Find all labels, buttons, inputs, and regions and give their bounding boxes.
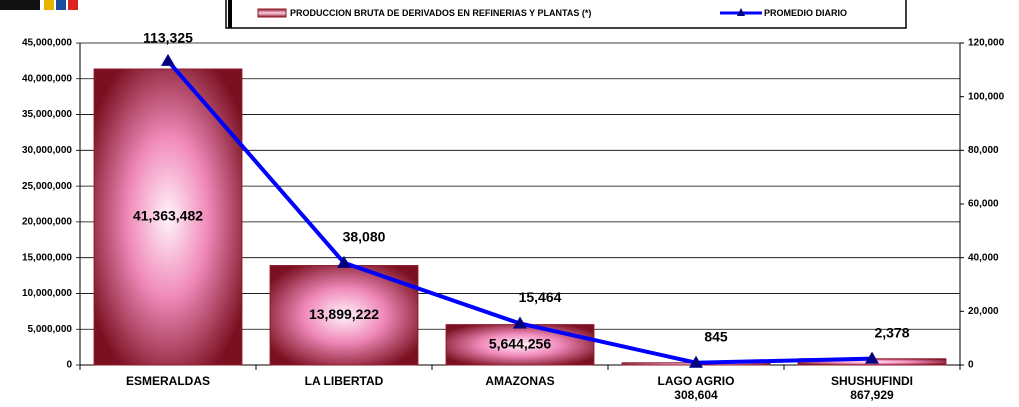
x-tick-label: AMAZONAS — [485, 374, 554, 388]
legend-label: PRODUCCION BRUTA DE DERIVADOS EN REFINER… — [290, 8, 591, 18]
legend-marker — [737, 8, 745, 16]
y-tick-label: 30,000,000 — [22, 145, 72, 156]
line-marker — [161, 53, 175, 66]
bar — [269, 265, 419, 366]
line-marker — [865, 351, 879, 364]
y2-tick-label: 20,000 — [968, 306, 999, 317]
y-tick-label: 45,000,000 — [22, 38, 72, 49]
y2-tick-label: 40,000 — [968, 252, 999, 263]
y-tick-label: 5,000,000 — [28, 324, 73, 335]
bar-value-label: 308,604 — [674, 388, 718, 402]
y-tick-label: 20,000,000 — [22, 217, 72, 228]
y2-tick-label: 60,000 — [968, 199, 999, 210]
line-value-label: 2,378 — [874, 324, 909, 340]
y-tick-label: 25,000,000 — [22, 181, 72, 192]
line-value-label: 15,464 — [519, 289, 562, 305]
legend-box — [225, 0, 907, 29]
y-tick-label: 35,000,000 — [22, 109, 72, 120]
y2-tick-label: 120,000 — [968, 38, 1005, 49]
y-tick-label: 15,000,000 — [22, 252, 72, 263]
y-tick-label: 0 — [66, 360, 72, 371]
x-tick-label: LAGO AGRIO — [658, 374, 735, 388]
line-marker — [337, 255, 351, 268]
bar-value-label: 867,929 — [850, 388, 894, 402]
y-tick-label: 10,000,000 — [22, 288, 72, 299]
line-marker — [689, 355, 703, 368]
line-value-label: 113,325 — [143, 30, 193, 46]
logo — [0, 0, 78, 10]
y2-tick-label: 100,000 — [968, 91, 1005, 102]
y2-tick-label: 80,000 — [968, 145, 999, 156]
bar-value-label: 13,899,222 — [309, 306, 379, 322]
x-tick-label: ESMERALDAS — [126, 374, 210, 388]
x-tick-label: SHUSHUFINDI — [831, 374, 913, 388]
line-marker — [513, 316, 527, 329]
legend-swatch — [257, 8, 287, 18]
line-value-label: 38,080 — [343, 229, 386, 245]
bar-value-label: 41,363,482 — [133, 208, 203, 224]
y2-tick-label: 0 — [968, 360, 974, 371]
legend-label: PROMEDIO DIARIO — [764, 8, 847, 18]
line-value-label: 845 — [704, 328, 728, 344]
y-tick-label: 40,000,000 — [22, 73, 72, 84]
bar — [445, 324, 595, 366]
bar-value-label: 5,644,256 — [489, 336, 551, 352]
legend-edge — [228, 0, 232, 28]
x-tick-label: LA LIBERTAD — [305, 374, 384, 388]
